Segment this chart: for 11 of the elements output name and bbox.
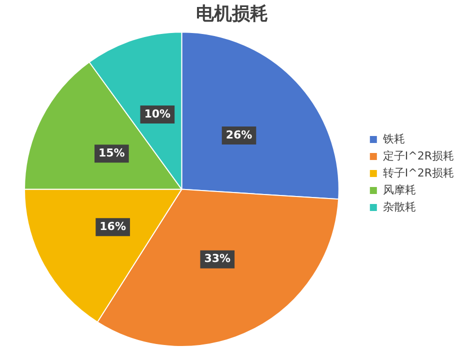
legend-label: 定子I^2R损耗 xyxy=(382,149,454,162)
data-label: 15% xyxy=(98,146,125,160)
chart-title: 电机损耗 xyxy=(196,3,268,24)
legend-label: 转子I^2R损耗 xyxy=(382,166,454,180)
legend-label: 铁耗 xyxy=(382,132,405,146)
data-label: 16% xyxy=(100,220,126,234)
legend-label: 风摩耗 xyxy=(382,183,416,196)
legend-label: 杂散耗 xyxy=(382,200,416,214)
data-label: 33% xyxy=(204,252,231,266)
data-label: 26% xyxy=(226,128,252,142)
data-label: 10% xyxy=(144,107,171,120)
